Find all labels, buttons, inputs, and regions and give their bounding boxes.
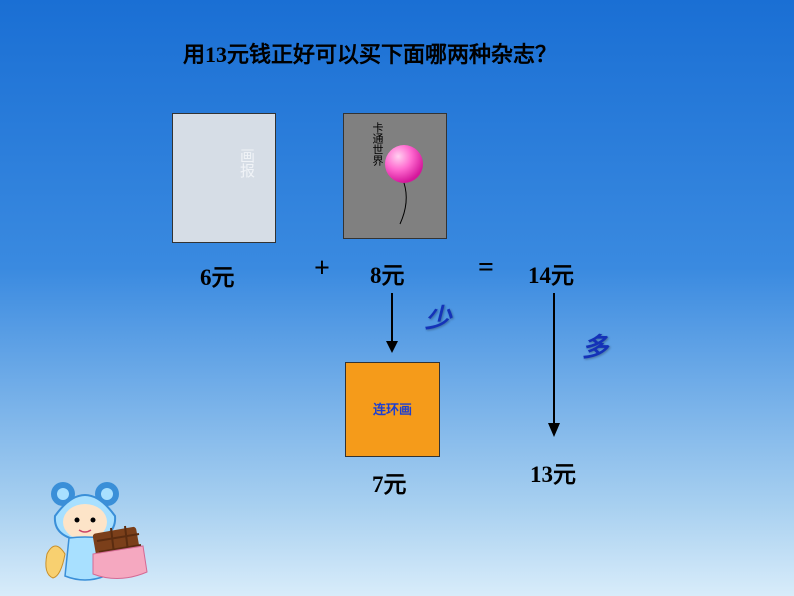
magazine-huabao: 画报 [172, 113, 276, 243]
price-1: 6元 [200, 258, 235, 292]
annotation-more: 多 [582, 327, 608, 364]
magazine-lianhuanhua: 连环画 [345, 362, 440, 457]
equals-sign: = [478, 252, 494, 284]
question-text: 用13元钱正好可以买下面哪两种杂志？ [183, 37, 557, 69]
result-13: 13元 [530, 455, 576, 489]
arrow-down-2 [544, 293, 564, 441]
slide-canvas: 用13元钱正好可以买下面哪两种杂志？ 画报 卡通世界 6元 + 8元 = 14元… [0, 0, 794, 596]
annotation-less: 少 [425, 298, 451, 335]
magazine-lianhuanhua-label: 连环画 [346, 403, 439, 417]
magazine-cartoon: 卡通世界 [343, 113, 447, 239]
arrow-down-1 [382, 293, 402, 358]
magazine-huabao-label: 画报 [239, 148, 253, 178]
cartoon-character [35, 476, 155, 586]
balloon-icon [344, 114, 448, 240]
price-2: 8元 [370, 256, 405, 290]
result-14: 14元 [528, 256, 574, 290]
price-3: 7元 [372, 465, 407, 499]
plus-sign: + [314, 253, 330, 285]
